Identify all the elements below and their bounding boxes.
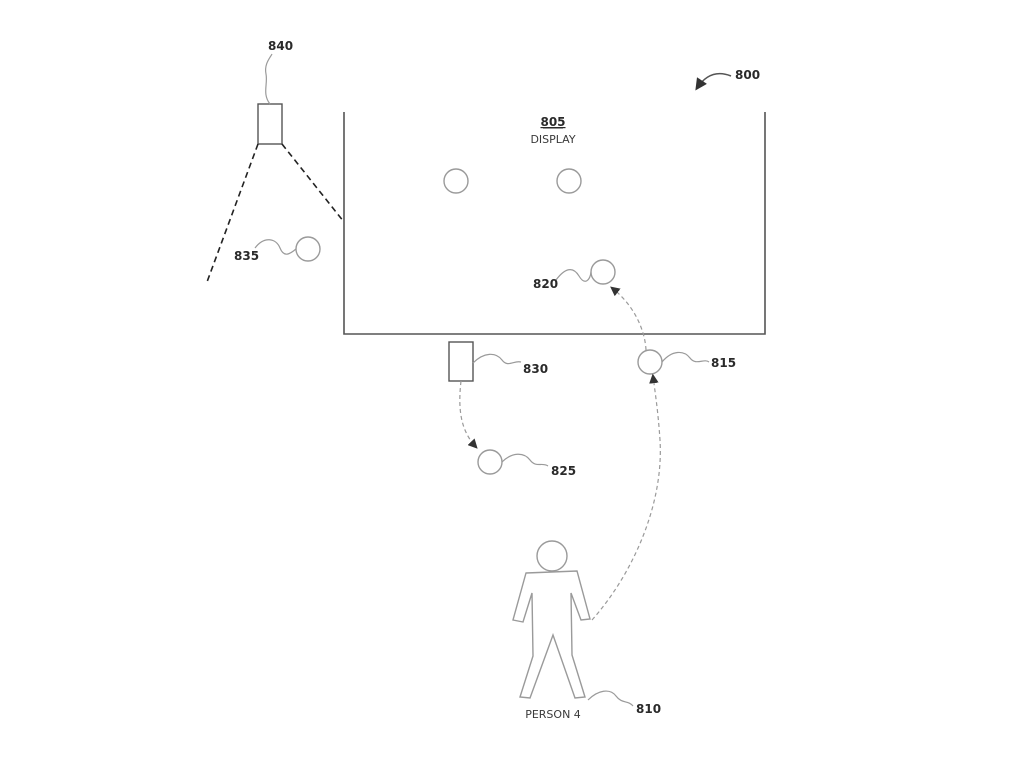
ref-840-label: 840 [268, 39, 293, 53]
arrow-815-to-820 [612, 288, 646, 350]
display-circle-left [444, 169, 468, 193]
leader-840 [266, 54, 272, 104]
ref-810-label: 810 [636, 702, 661, 716]
ref-830-label: 830 [523, 362, 548, 376]
circle-825 [478, 450, 502, 474]
figure-ref-label: 800 [735, 68, 760, 82]
circle-815 [638, 350, 662, 374]
ref-835-label: 835 [234, 249, 259, 263]
sensor-830 [449, 342, 473, 381]
ref-825-label: 825 [551, 464, 576, 478]
person-label: PERSON 4 [525, 708, 581, 721]
leader-835 [255, 240, 296, 254]
leader-830 [473, 354, 521, 363]
display-ref-label: 805 [540, 115, 565, 129]
leader-810 [588, 691, 633, 706]
leader-820 [556, 270, 591, 282]
person-figure [513, 541, 590, 698]
display-name-label: DISPLAY [530, 133, 575, 146]
arrow-person-to-815 [592, 376, 660, 620]
display-circle-right [557, 169, 581, 193]
person-body [513, 571, 590, 698]
leader-815 [662, 352, 709, 362]
arrow-830-to-825 [460, 381, 476, 447]
circle-835 [296, 237, 320, 261]
person-head [537, 541, 567, 571]
camera-840 [258, 104, 282, 144]
fov-line-right [282, 144, 344, 222]
leader-825 [502, 454, 548, 466]
circle-820 [591, 260, 615, 284]
figure-ref-arrow [697, 74, 731, 88]
ref-820-label: 820 [533, 277, 558, 291]
ref-815-label: 815 [711, 356, 736, 370]
